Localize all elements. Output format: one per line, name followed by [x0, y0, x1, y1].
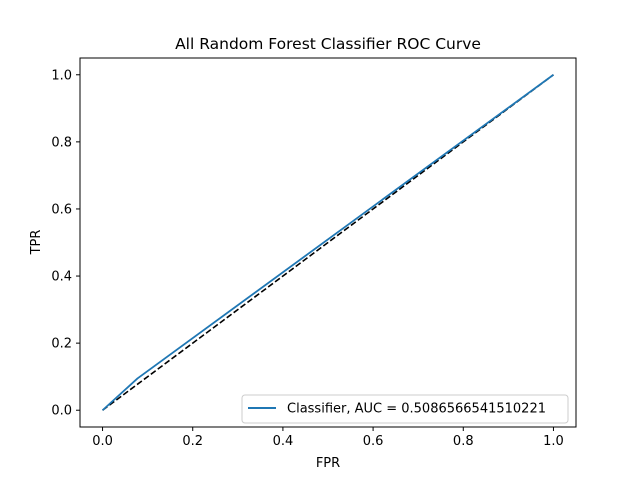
y-tick-label: 0.4: [51, 270, 72, 285]
y-tick-label: 0.8: [51, 135, 72, 150]
x-tick-label: 0.0: [92, 434, 113, 449]
x-axis: 0.0 0.2 0.4 0.6 0.8 1.0: [92, 427, 564, 449]
y-tick-label: 0.2: [51, 337, 72, 352]
series-line-classifier: [101, 74, 554, 411]
legend-label-classifier: Classifier, AUC = 0.5086566541510221: [287, 402, 546, 417]
x-tick-label: 1.0: [543, 434, 564, 449]
x-axis-label: FPR: [316, 456, 340, 471]
y-tick-label: 0.6: [51, 202, 72, 217]
plot-area: [79, 57, 577, 428]
x-tick-label: 0.2: [182, 434, 203, 449]
x-tick-label: 0.6: [363, 434, 384, 449]
chart-title: All Random Forest Classifier ROC Curve: [175, 35, 481, 53]
x-tick-label: 0.4: [273, 434, 294, 449]
x-tick-label: 0.8: [453, 434, 474, 449]
y-axis-label: TPR: [29, 230, 44, 256]
y-tick-label: 0.0: [51, 404, 72, 419]
axes-frame: [79, 57, 577, 428]
legend-box: [241, 394, 569, 424]
y-axis: 0.0 0.2 0.4 0.6 0.8 1.0: [51, 68, 80, 419]
legend: Classifier, AUC = 0.5086566541510221: [241, 394, 569, 424]
y-tick-label: 1.0: [51, 68, 72, 83]
